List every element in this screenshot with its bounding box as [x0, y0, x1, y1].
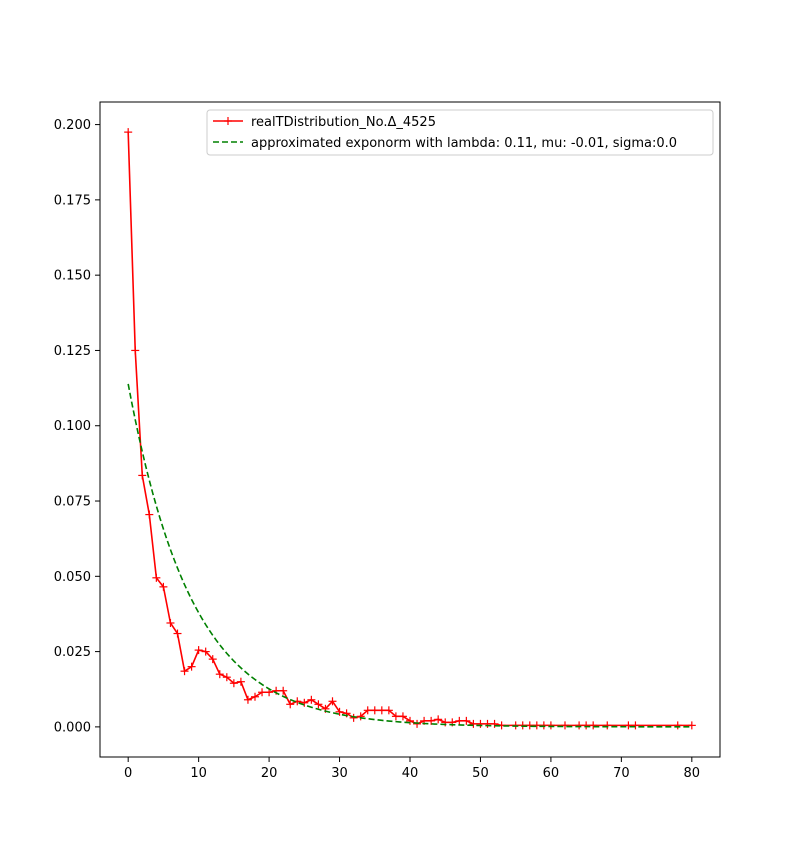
- x-tick-label: 20: [261, 766, 278, 781]
- data-point-real: [251, 692, 259, 701]
- data-point-real: [561, 721, 569, 730]
- data-point-real: [370, 706, 379, 715]
- y-tick-label: 0.175: [54, 193, 91, 208]
- y-tick-label: 0.000: [54, 720, 91, 735]
- data-point-real: [300, 698, 309, 707]
- data-point-real: [546, 721, 555, 730]
- data-point-real: [575, 721, 584, 730]
- data-point-real: [166, 618, 175, 627]
- series-line-approx: [127, 383, 692, 728]
- data-point-real: [391, 712, 400, 721]
- y-tick-label: 0.150: [54, 269, 91, 284]
- data-point-real: [124, 128, 133, 137]
- data-point-real: [539, 721, 548, 730]
- x-tick-label: 0: [124, 766, 132, 781]
- data-point-real: [384, 706, 393, 715]
- data-point-real: [194, 646, 203, 655]
- data-point-real: [582, 721, 591, 730]
- data-point-real: [286, 700, 295, 709]
- y-tick-label: 0.100: [54, 419, 91, 434]
- data-point-real: [434, 715, 443, 724]
- data-point-real: [187, 662, 196, 671]
- x-tick-label: 70: [613, 766, 630, 781]
- legend-entry-real: realTDistribution_No.Δ_4525: [213, 115, 436, 130]
- data-point-real: [229, 679, 238, 688]
- data-point-real: [215, 670, 224, 679]
- data-point-real: [307, 695, 316, 704]
- data-point-real: [603, 721, 612, 730]
- x-tick-label: 10: [190, 766, 207, 781]
- data-point-real: [201, 647, 210, 656]
- data-point-real: [236, 677, 245, 686]
- y-tick-label: 0.200: [54, 118, 91, 133]
- data-point-real: [427, 716, 436, 725]
- x-tick-label: 60: [543, 766, 560, 781]
- data-point-real: [208, 655, 217, 664]
- data-point-real: [406, 716, 414, 725]
- data-point-real: [356, 712, 365, 721]
- data-point-real: [462, 716, 471, 725]
- data-point-real: [328, 697, 337, 706]
- data-point-real: [532, 721, 541, 730]
- legend-box: [206, 109, 714, 156]
- data-point-real: [138, 471, 147, 480]
- legend: realTDistribution_No.Δ_4525 approximated …: [206, 109, 714, 156]
- data-point-real: [363, 706, 372, 715]
- y-tick-label: 0.075: [54, 495, 91, 510]
- data-point-real: [131, 346, 140, 355]
- data-point-real: [180, 667, 189, 676]
- data-point-real: [455, 716, 464, 725]
- x-tick-label: 40: [402, 766, 419, 781]
- x-tick-label: 30: [331, 766, 348, 781]
- y-tick-label: 0.125: [54, 344, 91, 359]
- data-point-real: [469, 719, 478, 728]
- data-point-real: [589, 721, 598, 730]
- data-point-real: [377, 706, 386, 715]
- legend-label-approx: approximated exponorm with lambda: 0.11,…: [251, 136, 677, 151]
- data-point-real: [173, 629, 182, 638]
- data-point-real: [145, 510, 154, 519]
- data-point-real: [222, 673, 231, 682]
- data-point-real: [335, 707, 344, 716]
- x-tick-label: 80: [684, 766, 701, 781]
- data-point-real: [152, 573, 161, 582]
- data-point-real: [476, 719, 485, 728]
- data-point-real: [631, 721, 640, 730]
- legend-entry-approx: approximated exponorm with lambda: 0.11,…: [213, 136, 677, 151]
- data-point-real: [687, 721, 696, 730]
- data-point-real: [525, 721, 534, 730]
- data-point-real: [624, 721, 633, 730]
- data-point-real: [258, 688, 267, 697]
- data-point-real: [243, 695, 252, 704]
- plot-area: [124, 128, 696, 730]
- data-point-real: [159, 582, 168, 591]
- data-point-real: [279, 686, 288, 695]
- data-point-real: [314, 700, 323, 709]
- data-point-real: [673, 721, 682, 730]
- data-point-real: [398, 712, 407, 721]
- data-point-real: [483, 719, 492, 728]
- y-tick-label: 0.025: [54, 645, 91, 660]
- y-tick-label: 0.050: [54, 570, 91, 585]
- axes: 0 10 20 30 40 50 60 70 80 0.000 0.025 0.050 0.075 0.1…: [54, 101, 721, 781]
- legend-label-real: realTDistribution_No.Δ_4525: [251, 115, 436, 130]
- x-tick-label: 50: [472, 766, 489, 781]
